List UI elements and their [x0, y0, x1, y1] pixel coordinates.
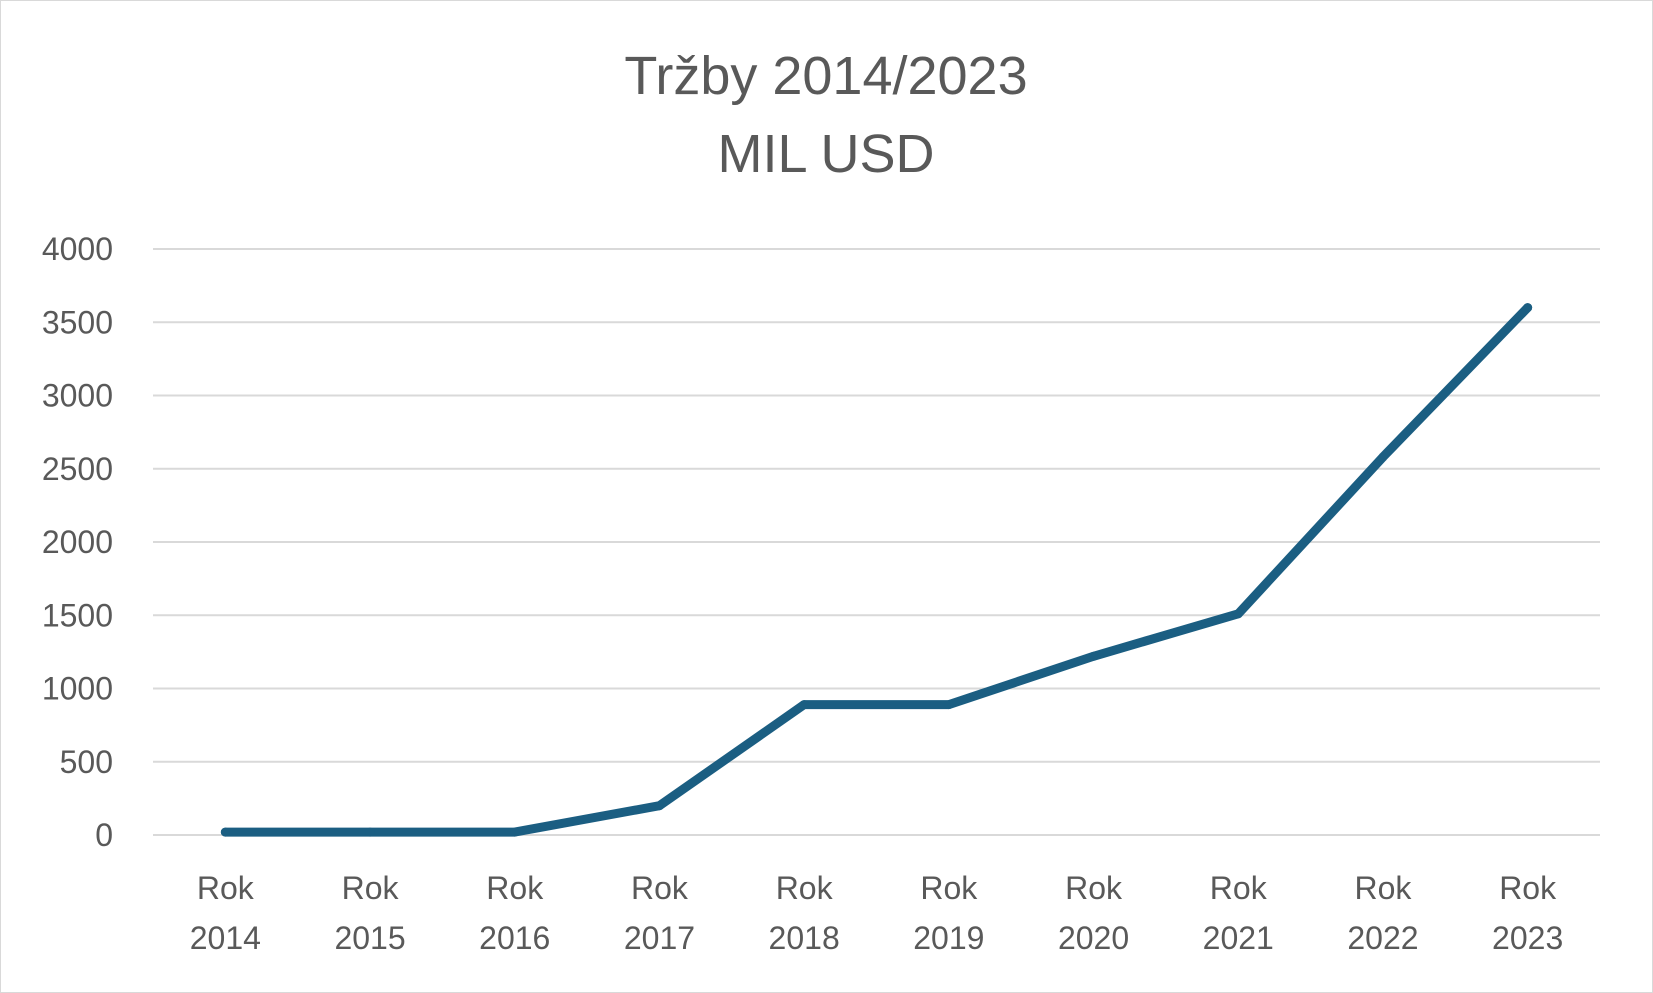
data-point — [365, 827, 375, 837]
y-tick-label: 500 — [60, 744, 113, 780]
x-tick-label: Rok — [342, 870, 400, 906]
x-tick-label: 2018 — [769, 920, 840, 956]
x-tick-label: 2017 — [624, 920, 695, 956]
x-tick-label: 2022 — [1347, 920, 1418, 956]
y-tick-label: 2000 — [42, 524, 113, 560]
x-tick-label: Rok — [920, 870, 978, 906]
data-point — [944, 700, 954, 710]
x-tick-label: Rok — [1065, 870, 1123, 906]
y-tick-label: 1000 — [42, 671, 113, 707]
chart-subtitle: MIL USD — [717, 124, 934, 184]
data-point — [1378, 452, 1388, 462]
data-point — [510, 827, 520, 837]
x-tick-label: Rok — [1210, 870, 1268, 906]
series-revenue — [220, 303, 1533, 837]
series-line — [220, 303, 1533, 837]
y-tick-label: 2500 — [42, 451, 113, 487]
y-axis-ticks: 0 500 1000 1500 2000 2500 3000 3500 4000 — [42, 231, 113, 853]
x-tick-label: Rok — [1499, 870, 1557, 906]
data-point — [1089, 651, 1099, 661]
x-tick-label: 2020 — [1058, 920, 1129, 956]
x-tick-label: Rok — [1354, 870, 1412, 906]
x-tick-label: 2019 — [913, 920, 984, 956]
x-tick-label: Rok — [631, 870, 689, 906]
y-tick-label: 4000 — [42, 231, 113, 267]
x-tick-label: 2023 — [1492, 920, 1563, 956]
y-tick-label: 1500 — [42, 597, 113, 633]
x-tick-label: 2014 — [190, 920, 261, 956]
y-tick-label: 3000 — [42, 378, 113, 414]
gridlines — [153, 248, 1600, 836]
x-axis-ticks: Rok 2014 Rok 2015 Rok 2016 Rok 2017 Rok 2018 Rok 20… — [190, 870, 1563, 956]
x-tick-label: 2016 — [479, 920, 550, 956]
x-tick-label: 2021 — [1203, 920, 1274, 956]
chart-title: Tržby 2014/2023 — [624, 46, 1027, 106]
data-point — [799, 700, 809, 710]
x-tick-label: Rok — [486, 870, 544, 906]
data-point — [654, 801, 664, 811]
data-point — [1233, 609, 1243, 619]
y-tick-label: 0 — [95, 817, 113, 853]
y-tick-label: 3500 — [42, 304, 113, 340]
x-tick-label: Rok — [197, 870, 255, 906]
data-point — [1523, 303, 1533, 313]
x-tick-label: Rok — [776, 870, 834, 906]
x-tick-label: 2015 — [334, 920, 405, 956]
data-point — [220, 827, 230, 837]
